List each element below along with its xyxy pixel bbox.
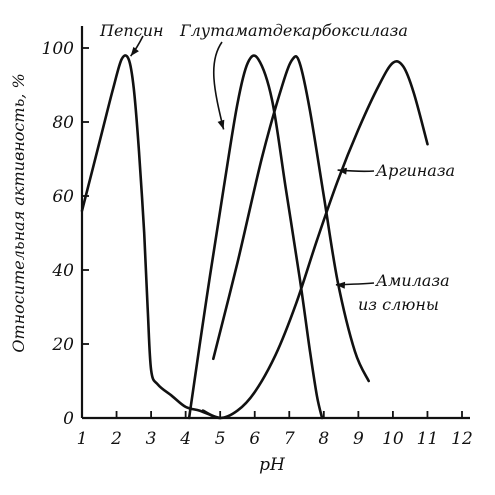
x-tick-label: 11: [417, 429, 439, 449]
y-tick-label: 20: [51, 335, 74, 355]
arrow-glutamate-decarboxylase: [212, 41, 225, 130]
x-tick-label: 10: [382, 429, 404, 449]
y-tick-label: 60: [52, 187, 74, 207]
arrow-head: [130, 46, 139, 57]
y-tick-label: 80: [52, 113, 74, 133]
x-tick-label: 2: [110, 429, 122, 449]
x-tick-label: 7: [284, 429, 295, 449]
y-tick-label: 40: [51, 261, 74, 281]
annotation-from-saliva: из слюны: [358, 295, 439, 314]
x-tick-label: 1: [77, 429, 88, 449]
annotation-arginase: Аргиназа: [375, 161, 455, 180]
x-tick-label: 3: [146, 429, 157, 449]
arginase-curve: [212, 55, 370, 383]
arrow-head: [337, 167, 347, 175]
x-tick-label: 4: [179, 429, 191, 449]
annotations: Пепсин Глутаматдекарбоксилаза Аргиназа Амил…: [99, 21, 455, 314]
y-tick-label: 100: [42, 39, 75, 59]
glutamate-decarboxylase-curve: [187, 54, 324, 420]
annotation-pepsin: Пепсин: [99, 21, 164, 40]
x-tick-label: 12: [451, 429, 473, 449]
x-tick-label: 8: [318, 429, 329, 449]
curves: [80, 54, 429, 420]
y-axis-label: Относительная активность, %: [9, 73, 28, 352]
ticks: 1 2 3 4 5 6 7 8 9 10 11 12020406080100pHОтносительн…: [9, 39, 473, 475]
annotation-amylase: Амилаза: [375, 271, 450, 290]
pepsin-curve: [80, 54, 222, 420]
x-tick-label: 9: [353, 429, 364, 449]
y-tick-label: 0: [63, 409, 74, 429]
axes: [80, 26, 470, 420]
salivary-amylase-curve: [201, 60, 429, 420]
annotation-glutamate-decarboxylase: Глутаматдекарбоксилаза: [179, 21, 408, 40]
arrow-head: [217, 119, 225, 130]
x-axis-label: pH: [259, 455, 286, 475]
arrow-head: [335, 281, 346, 289]
x-tick-label: 6: [249, 429, 260, 449]
x-tick-label: 5: [215, 429, 226, 449]
